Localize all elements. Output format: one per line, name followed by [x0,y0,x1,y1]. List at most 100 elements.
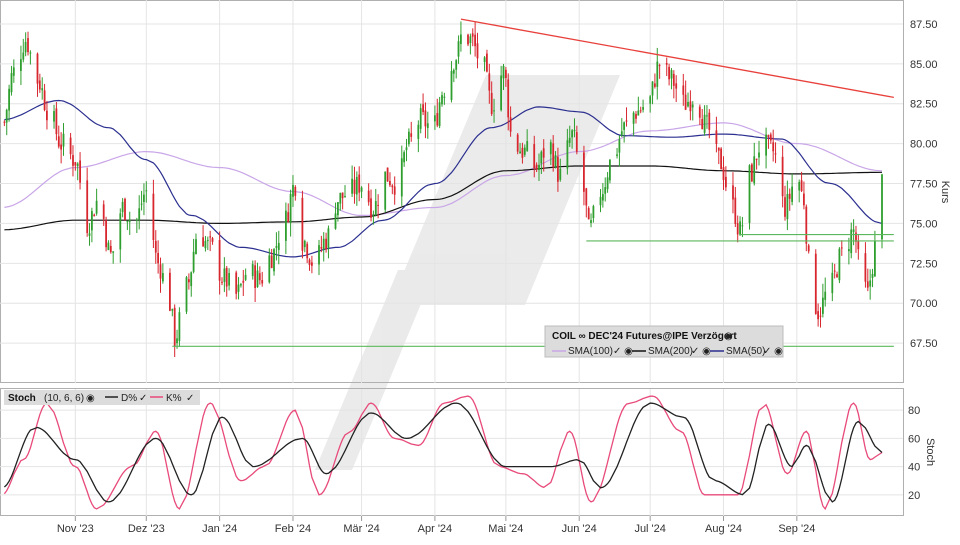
candle-body [5,109,8,123]
candle-body [585,188,588,206]
candle-body [143,194,145,202]
price-tick-label: 87.50 [910,19,938,31]
candle-body [602,194,604,201]
candle-body [450,71,453,100]
candle-body [807,245,810,252]
candle-body [223,268,226,282]
candle-body [178,312,181,341]
candle-body [864,253,867,282]
candle-body [218,240,221,281]
x-tick-label: Aug '24 [705,523,742,535]
legend-sma100-check-icon[interactable]: ✓ ◉ [613,346,633,357]
candle-body [370,198,372,218]
legend-sma200-check-icon[interactable]: ✓ ◉ [691,346,711,357]
candle-body [287,212,290,222]
candle-body [751,164,753,182]
legend-sma50-check-icon[interactable]: ✓ ◉ [763,346,783,357]
legend-sma100: SMA(100) [568,346,613,357]
candle-body [408,131,410,145]
candle-body [107,242,110,251]
stoch-tick-label: 60 [908,433,920,445]
candle-body [616,154,618,156]
candle-body [682,85,685,95]
candle-body [306,243,309,259]
candle-body [848,249,850,252]
candle-body [784,197,786,217]
candle-body [308,259,311,265]
stoch-k-label: K% [166,393,182,404]
x-tick-label: Feb '24 [275,523,311,535]
candle-body [190,272,193,287]
candle-body [145,190,148,192]
candle-body [301,197,304,251]
candle-body [112,251,115,253]
candle-body [715,130,718,144]
x-tick-label: Jan '24 [202,523,237,535]
stoch-tick-label: 40 [908,462,920,474]
candle-body [12,67,15,76]
candle-body [623,122,625,130]
candle-body [460,34,462,44]
candle-body [41,88,44,91]
candle-body [701,119,704,130]
candle-body [748,165,751,223]
candle-body [516,134,519,152]
candle-body [393,186,396,195]
candle-body [270,255,273,269]
stoch-k-check-icon[interactable]: ✓ [186,393,194,404]
candle-body [817,311,819,320]
stoch-axis-label: Stoch [924,438,936,466]
candle-body [871,273,874,278]
stoch-k-line [3,395,883,511]
candle-body [521,147,524,158]
candle-body [725,176,727,188]
candle-body [869,280,872,287]
candle-body [410,133,413,137]
candle-body [855,232,857,242]
candle-body [566,140,569,169]
candle-body [339,193,342,204]
candle-body [739,221,741,235]
candle-body [188,279,190,283]
candle-body [526,141,529,151]
candle-body [367,190,370,203]
stoch-legend: Stoch (10, 6, 6) ◉ D% ✓ K% ✓ [4,390,200,405]
candle-body [732,185,734,200]
candle-body [618,139,621,153]
price-tick-label: 70.00 [910,298,938,310]
candle-body [152,193,155,240]
candle-body [474,34,476,47]
candle-body [753,156,756,184]
candle-body [604,187,607,194]
candle-body [436,113,439,126]
candle-body [651,81,654,96]
candle-body [57,136,60,147]
candle-body [209,236,212,238]
candle-body [273,249,275,272]
candle-body [360,187,363,192]
candle-body [857,240,860,250]
candle-body [29,52,32,54]
candle-body [285,210,287,241]
stoch-info-icon[interactable]: ◉ [86,393,95,404]
stoch-tick-label: 20 [908,490,920,502]
candle-body [157,253,159,264]
stoch-d-check-icon[interactable]: ✓ [139,393,147,404]
candle-body [154,240,157,253]
price-tick-label: 67.50 [910,338,938,350]
candle-body [60,144,62,150]
candle-body [542,148,545,158]
candle-body [10,73,13,93]
candle-body [185,277,188,312]
candle-body [211,238,214,242]
candle-body [202,237,204,247]
candle-body [803,193,805,206]
candle-body [722,167,725,180]
candle-body [486,53,488,72]
candle-body [43,90,46,110]
candle-body [434,115,436,122]
candle-body [422,104,424,112]
candle-body [672,73,675,86]
candle-body [668,66,670,80]
candle-body [403,152,405,163]
